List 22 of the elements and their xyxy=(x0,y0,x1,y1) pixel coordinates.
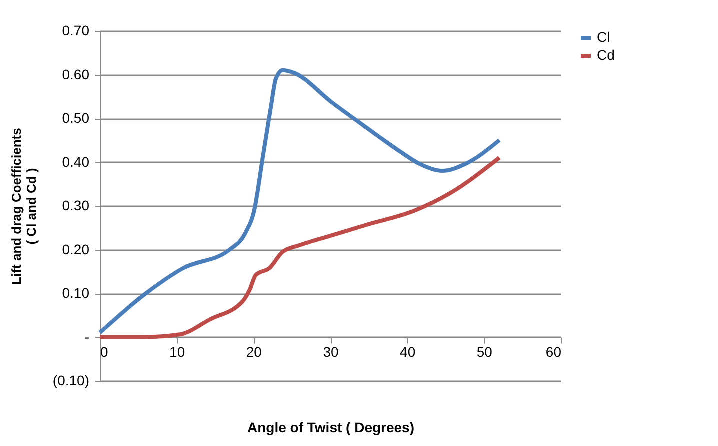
y-tick-label: 0.10 xyxy=(62,285,90,301)
y-axis-title: Lift and drag Coefficients ( Cl and Cd ) xyxy=(8,128,39,285)
legend-label: Cd xyxy=(597,47,615,63)
x-tick-label: 50 xyxy=(476,344,493,360)
x-tick-label: 10 xyxy=(170,344,186,360)
y-tick-label: (0.10) xyxy=(52,372,90,388)
y-tick-label: - xyxy=(84,328,90,345)
y-tick-label: 0.40 xyxy=(62,154,90,170)
line-series xyxy=(98,156,502,340)
x-axis-title: Angle of Twist ( Degrees) xyxy=(248,420,414,436)
legend-label: Cl xyxy=(597,29,610,45)
line-series xyxy=(98,68,502,335)
x-tick-label: 40 xyxy=(400,344,416,360)
y-tick-label: 0.60 xyxy=(62,66,90,82)
x-tick-label: 60 xyxy=(546,344,562,360)
x-tick-label: 0 xyxy=(100,344,108,360)
y-tick-label: 0.70 xyxy=(62,22,90,38)
x-tick-label: 30 xyxy=(323,344,339,360)
y-tick-label: 0.50 xyxy=(62,110,90,126)
x-tick-label: 20 xyxy=(246,344,262,360)
y-tick-label: 0.20 xyxy=(62,241,90,258)
y-tick-label: 0.30 xyxy=(62,198,90,214)
